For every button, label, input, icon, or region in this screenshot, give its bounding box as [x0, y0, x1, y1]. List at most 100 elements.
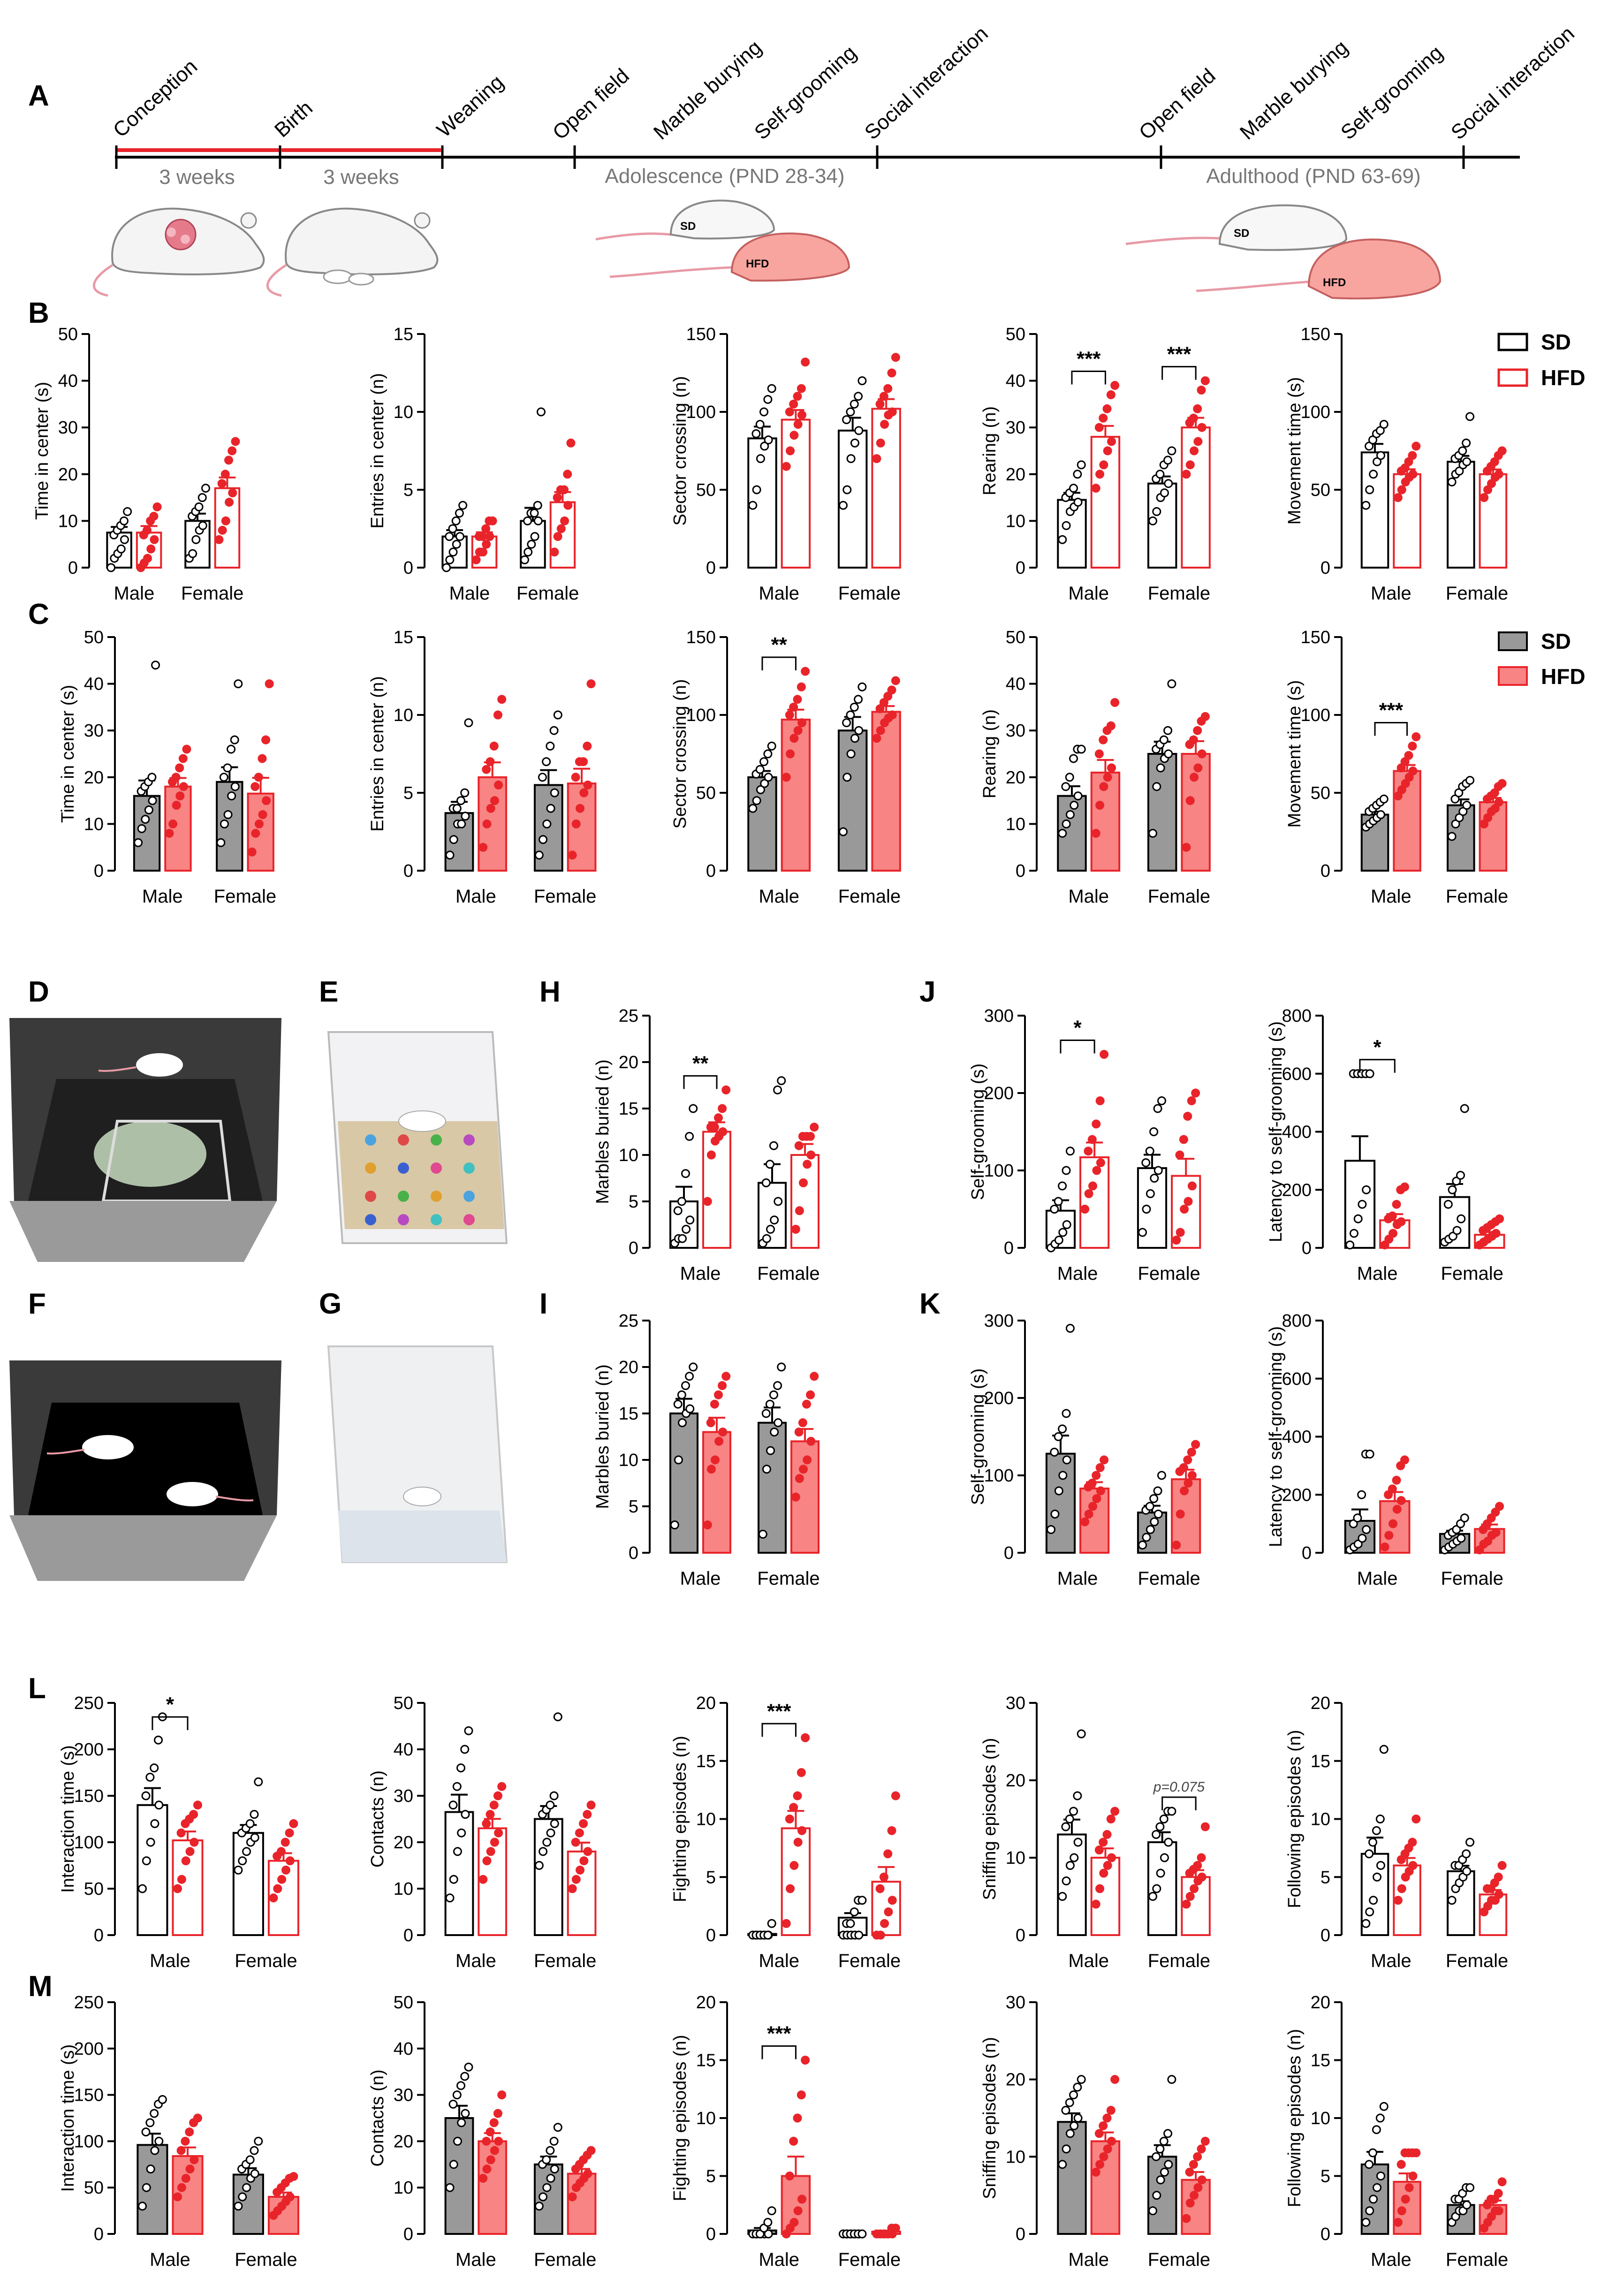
- data-point: [1176, 1510, 1185, 1519]
- y-tick-label: 0: [629, 1238, 638, 1258]
- data-point: [888, 407, 897, 417]
- data-point: [854, 726, 864, 735]
- data-point: [1401, 779, 1410, 788]
- bar-sd-female: [837, 429, 868, 569]
- data-point: [1375, 426, 1385, 435]
- data-point: [175, 791, 185, 801]
- data-point: [791, 1492, 800, 1502]
- data-point: [143, 554, 152, 563]
- data-point: [190, 2155, 199, 2164]
- x-category-label: Male: [1371, 583, 1412, 604]
- data-point: [1065, 810, 1075, 819]
- x-category-label: Male: [1371, 886, 1412, 907]
- x-category-label: Female: [534, 886, 596, 907]
- data-point: [876, 1930, 885, 1940]
- x-category-label: Female: [1441, 1568, 1503, 1589]
- data-point: [1065, 1861, 1075, 1870]
- y-tick-label: 50: [1311, 480, 1330, 500]
- data-point: [1393, 1896, 1403, 1905]
- data-point: [767, 384, 776, 393]
- data-point: [1087, 1135, 1097, 1144]
- y-tick-label: 50: [394, 1694, 413, 1713]
- data-point: [1091, 2167, 1100, 2177]
- y-tick-label: 150: [686, 628, 716, 647]
- data-point: [1373, 457, 1382, 466]
- data-point: [527, 539, 536, 549]
- data-point: [1384, 1490, 1393, 1499]
- data-point: [1397, 485, 1406, 494]
- data-point: [448, 1800, 458, 1810]
- data-point: [1457, 1534, 1466, 1543]
- data-point: [556, 524, 566, 533]
- data-point: [486, 2155, 495, 2164]
- data-point: [171, 773, 181, 782]
- data-point: [490, 1838, 499, 1847]
- x-category-label: Female: [214, 886, 276, 907]
- data-point: [281, 1865, 290, 1875]
- data-point: [1088, 1502, 1098, 1511]
- y-tick-label: 0: [1302, 1238, 1312, 1258]
- data-point: [571, 773, 580, 782]
- data-point: [789, 1861, 799, 1870]
- data-point: [546, 1828, 555, 1838]
- data-point: [846, 749, 856, 759]
- data-point: [538, 773, 547, 782]
- social-arena-illustration: [9, 1360, 281, 1581]
- data-point: [449, 1875, 458, 1884]
- data-point: [1070, 1853, 1079, 1862]
- data-point: [1077, 744, 1086, 754]
- data-point: [486, 1847, 495, 1856]
- data-point: [189, 1810, 198, 1819]
- data-point: [176, 1828, 186, 1838]
- data-point: [1155, 470, 1165, 479]
- chart-B-rearing: 0 10 20 30 40 50 Rearing (n) Male Female *** ***: [980, 325, 1211, 604]
- data-point: [493, 2109, 502, 2118]
- data-point: [1050, 1510, 1060, 1519]
- data-point: [571, 1875, 581, 1884]
- y-axis-label: Sector crossing (n): [670, 376, 690, 526]
- x-category-label: Male: [759, 1951, 799, 1971]
- chart-K-self-grooming: 0 100 200 300 Self-grooming (s) Male Female: [968, 1311, 1201, 1589]
- data-point: [1193, 2152, 1202, 2161]
- data-point: [1185, 796, 1195, 805]
- data-point: [228, 488, 237, 498]
- data-point: [234, 679, 243, 689]
- data-point: [453, 1847, 462, 1856]
- data-point: [789, 2218, 799, 2227]
- data-point: [1365, 2206, 1374, 2216]
- data-point: [803, 1455, 812, 1465]
- data-point: [1375, 2113, 1385, 2123]
- data-point: [703, 1197, 712, 1206]
- data-point: [486, 804, 495, 813]
- data-point: [1358, 1200, 1367, 1209]
- y-tick-label: 50: [1006, 325, 1025, 344]
- significance-bracket: [152, 1716, 189, 1730]
- y-tick-label: 20: [394, 2132, 413, 2151]
- data-point: [763, 749, 773, 759]
- data-point: [1095, 1884, 1105, 1893]
- chart-C-sector-crossing: 0 50 100 150 Sector crossing (n) Male Female **: [670, 628, 901, 907]
- data-point: [1069, 754, 1078, 763]
- y-tick-label: 10: [1311, 1810, 1330, 1830]
- data-point: [1099, 1868, 1108, 1878]
- data-point: [142, 1856, 151, 1866]
- marble-grid: [365, 1134, 475, 1225]
- data-point: [1106, 2106, 1116, 2115]
- data-point: [673, 1206, 683, 1215]
- y-tick-label: 0: [94, 2225, 104, 2244]
- data-point: [478, 532, 487, 541]
- data-point: [681, 1169, 690, 1178]
- data-point: [461, 1810, 470, 1819]
- data-point: [1400, 1455, 1409, 1465]
- data-point: [677, 1390, 686, 1399]
- x-category-label: Female: [838, 886, 901, 907]
- data-point: [553, 710, 562, 720]
- y-tick-label: 15: [1311, 1752, 1330, 1771]
- data-point: [148, 796, 157, 805]
- data-point: [1365, 1450, 1374, 1459]
- y-tick-label: 0: [1302, 1543, 1312, 1563]
- data-point: [801, 357, 810, 367]
- data-point: [494, 2136, 503, 2146]
- data-point: [1065, 1815, 1074, 1823]
- data-point: [846, 454, 856, 463]
